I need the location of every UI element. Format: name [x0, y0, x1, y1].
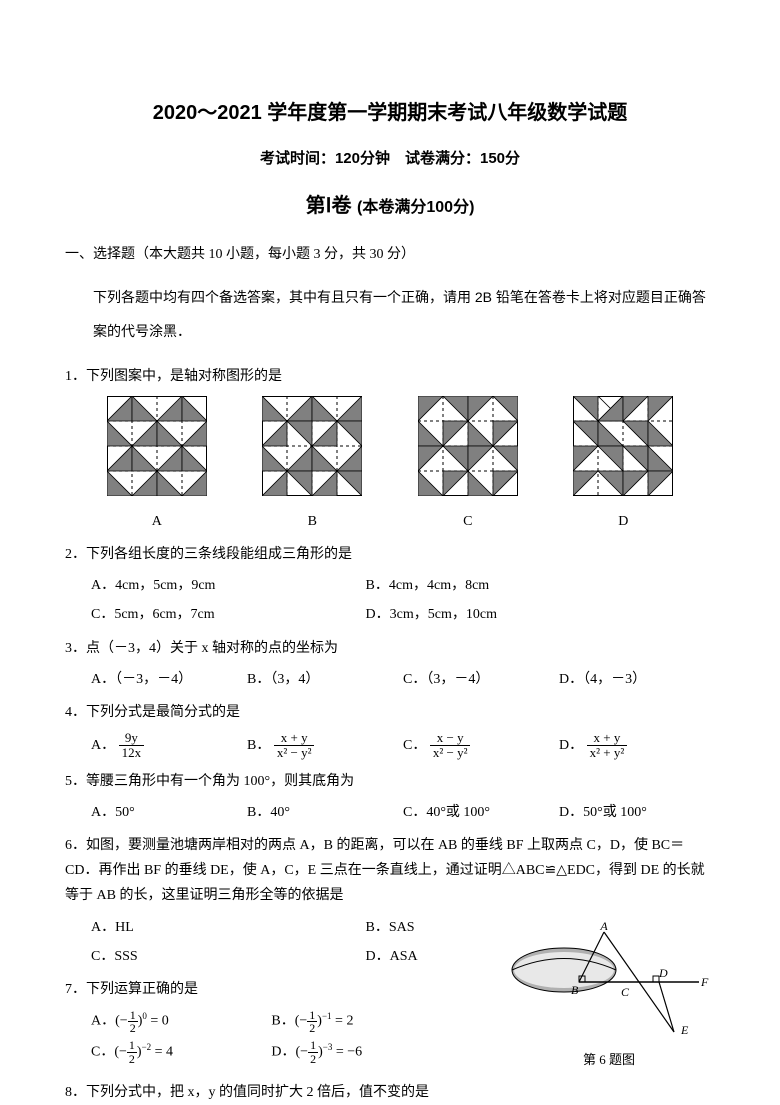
q3-option-d: D．（4，－3）: [559, 667, 715, 692]
question-8: 8．下列分式中，把 x，y 的值同时扩大 2 倍后，值不变的是: [65, 1080, 715, 1105]
q1-label-d: D: [573, 509, 673, 534]
frac-half-b: 12: [307, 1009, 317, 1035]
q6-option-a: A．HL: [91, 915, 366, 940]
q7-option-b: B．(−12)−1 = 2: [271, 1008, 451, 1035]
question-3: 3．点（－3，4）关于 x 轴对称的点的坐标为 A．（－3，－4） B．（3，4…: [65, 636, 715, 692]
question-2: 2．下列各组长度的三条线段能组成三角形的是 A．4cm，5cm，9cm B．4c…: [65, 542, 715, 628]
section-title-paren: (本卷满分100分): [357, 199, 474, 216]
subtitle: 考试时间：120分钟 试卷满分：150分: [65, 145, 715, 172]
q2-option-a: A．4cm，5cm，9cm: [91, 573, 366, 598]
q4-option-c: C． x − yx² − y²: [403, 731, 559, 761]
q8-stem: 8．下列分式中，把 x，y 的值同时扩大 2 倍后，值不变的是: [65, 1080, 715, 1105]
q2-stem: 2．下列各组长度的三条线段能组成三角形的是: [65, 542, 715, 567]
frac-half-c: 12: [127, 1039, 137, 1065]
svg-text:C: C: [621, 985, 630, 999]
instruction-head: 一、选择题（本大题共 10 小题，每小题 3 分，共 30 分）: [65, 242, 715, 267]
q4-frac-d: x + yx² + y²: [587, 731, 628, 761]
pattern-b-icon: [262, 396, 362, 496]
pattern-c-icon: [418, 396, 518, 496]
svg-text:B: B: [571, 983, 579, 997]
q4-frac-a: 9y12x: [119, 731, 145, 761]
q3-option-a: A．（－3，－4）: [91, 667, 247, 692]
q4-option-b: B． x + yx² − y²: [247, 731, 403, 761]
question-7: 7．下列运算正确的是 A B C D E F 第 6 题图 A．(−12)0 =…: [65, 977, 715, 1072]
q4-frac-b: x + yx² − y²: [274, 731, 315, 761]
question-1: 1．下列图案中，是轴对称图形的是: [65, 364, 715, 534]
q1-label-a: A: [107, 509, 207, 534]
q7-option-c: C．(−12)−2 = 4: [91, 1039, 271, 1066]
svg-text:F: F: [700, 975, 709, 989]
main-title: 2020～2021 学年度第一学期期末考试八年级数学试题: [65, 95, 715, 131]
q5-option-c: C．40°或 100°: [403, 800, 559, 825]
q3-stem: 3．点（－3，4）关于 x 轴对称的点的坐标为: [65, 636, 715, 661]
section-title-main: 第Ⅰ卷: [306, 195, 352, 217]
q1-option-b: B: [262, 396, 362, 534]
pattern-a-icon: [107, 396, 207, 496]
svg-text:D: D: [658, 966, 668, 980]
q2-option-b: B．4cm，4cm，8cm: [366, 573, 641, 598]
q1-stem: 1．下列图案中，是轴对称图形的是: [65, 364, 715, 389]
q1-option-a: A: [107, 396, 207, 534]
q4-frac-c: x − yx² − y²: [430, 731, 471, 761]
q6-option-b: B．SAS: [366, 915, 641, 940]
frac-half-a: 12: [128, 1009, 138, 1035]
pattern-d-icon: [573, 396, 673, 496]
section-title: 第Ⅰ卷 (本卷满分100分): [65, 188, 715, 224]
question-5: 5．等腰三角形中有一个角为 100°，则其底角为 A．50° B．40° C．4…: [65, 769, 715, 825]
q5-option-b: B．40°: [247, 800, 403, 825]
q7-option-d: D．(−12)−3 = −6: [271, 1039, 451, 1066]
frac-half-d: 12: [308, 1039, 318, 1065]
q6-stem: 6．如图，要测量池塘两岸相对的两点 A，B 的距离，可以在 AB 的垂线 BF …: [65, 833, 715, 909]
q4-option-a: A． 9y12x: [91, 731, 247, 761]
q1-label-b: B: [262, 509, 362, 534]
q6-option-c: C．SSS: [91, 944, 366, 969]
q3-option-c: C．（3，－4）: [403, 667, 559, 692]
question-4: 4．下列分式是最简分式的是 A． 9y12x B． x + yx² − y² C…: [65, 700, 715, 761]
q6-figure-caption: 第 6 题图: [509, 1048, 709, 1071]
q7-option-a: A．(−12)0 = 0: [91, 1008, 271, 1035]
svg-text:E: E: [680, 1023, 689, 1037]
q1-pattern-row: A B: [79, 396, 701, 534]
q1-option-c: C: [418, 396, 518, 534]
question-6: 6．如图，要测量池塘两岸相对的两点 A，B 的距离，可以在 AB 的垂线 BF …: [65, 833, 715, 969]
q6-option-d: D．ASA: [366, 944, 641, 969]
q2-option-d: D．3cm，5cm，10cm: [366, 602, 641, 627]
q4-option-d: D． x + yx² + y²: [559, 731, 715, 761]
q5-option-a: A．50°: [91, 800, 247, 825]
q1-option-d: D: [573, 396, 673, 534]
q1-label-c: C: [418, 509, 518, 534]
q5-option-d: D．50°或 100°: [559, 800, 715, 825]
q4-stem: 4．下列分式是最简分式的是: [65, 700, 715, 725]
instruction-body: 下列各题中均有四个备选答案，其中有且只有一个正确，请用 2B 铅笔在答卷卡上将对…: [93, 281, 715, 348]
q5-stem: 5．等腰三角形中有一个角为 100°，则其底角为: [65, 769, 715, 794]
q2-option-c: C．5cm，6cm，7cm: [91, 602, 366, 627]
q3-option-b: B．（3，4）: [247, 667, 403, 692]
